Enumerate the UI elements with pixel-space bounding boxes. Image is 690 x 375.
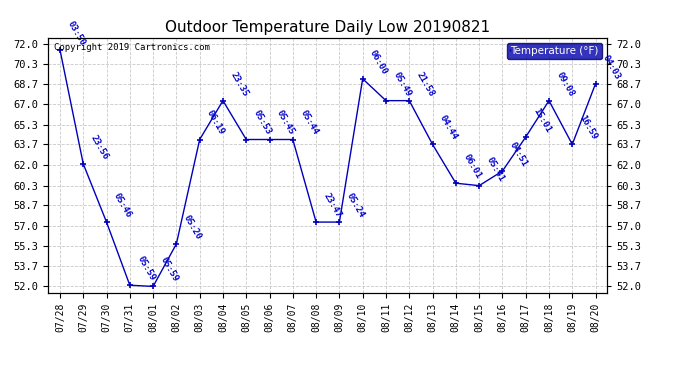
Text: 16:59: 16:59 bbox=[578, 114, 599, 142]
Text: 21:58: 21:58 bbox=[415, 70, 436, 98]
Text: 23:56: 23:56 bbox=[89, 133, 110, 161]
Text: 05:20: 05:20 bbox=[182, 213, 203, 241]
Text: 05:49: 05:49 bbox=[391, 70, 413, 98]
Text: 06:01: 06:01 bbox=[462, 153, 482, 180]
Text: 23:35: 23:35 bbox=[228, 70, 250, 98]
Text: 23:47: 23:47 bbox=[322, 192, 343, 219]
Text: 04:51: 04:51 bbox=[508, 141, 529, 168]
Title: Outdoor Temperature Daily Low 20190821: Outdoor Temperature Daily Low 20190821 bbox=[165, 20, 491, 35]
Text: 03:50: 03:50 bbox=[66, 19, 87, 47]
Text: 05:59: 05:59 bbox=[159, 256, 180, 284]
Text: 04:44: 04:44 bbox=[438, 114, 460, 142]
Text: 05:41: 05:41 bbox=[484, 155, 506, 183]
Text: 06:00: 06:00 bbox=[368, 48, 389, 76]
Text: 05:46: 05:46 bbox=[112, 192, 133, 219]
Text: 05:59: 05:59 bbox=[135, 255, 157, 282]
Text: 06:19: 06:19 bbox=[205, 109, 226, 137]
Text: 15:01: 15:01 bbox=[531, 106, 553, 134]
Text: 05:53: 05:53 bbox=[252, 109, 273, 137]
Text: 05:44: 05:44 bbox=[298, 109, 319, 137]
Text: 05:45: 05:45 bbox=[275, 109, 296, 137]
Legend: Temperature (°F): Temperature (°F) bbox=[507, 43, 602, 59]
Text: Copyright 2019 Cartronics.com: Copyright 2019 Cartronics.com bbox=[54, 43, 210, 52]
Text: 09:08: 09:08 bbox=[555, 70, 575, 98]
Text: 05:24: 05:24 bbox=[345, 192, 366, 219]
Text: 04:03: 04:03 bbox=[601, 53, 622, 81]
